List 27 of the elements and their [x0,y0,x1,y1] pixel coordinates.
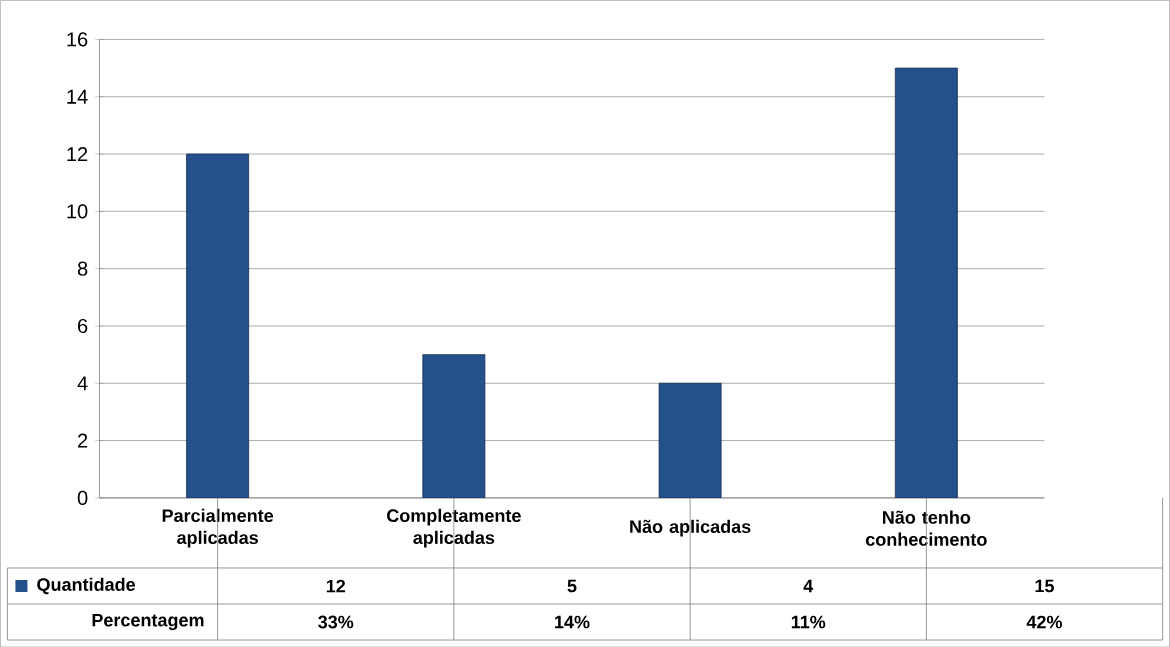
y-tick-label: 10 [67,204,88,219]
y-tick-label: 14 [67,89,88,104]
text: 12 [326,579,346,593]
text: 42% [1026,615,1063,629]
y-tick-label: 16 [67,32,88,47]
text: 11% [791,615,826,629]
x-tick-label: Não tenho conhecimento [865,510,987,546]
y-tick-label: 8 [77,261,88,276]
x-tick-label: Completamente aplicadas [387,508,521,548]
x-tick-label: Parcialmente aplicadas [162,508,274,548]
legend-label: Quantidade [37,577,136,595]
y-tick-label: 4 [77,376,88,390]
text: 14% [555,615,590,629]
bar [658,382,722,498]
y-tick-label: 12 [67,146,88,161]
bar [186,153,250,498]
bar [422,354,486,498]
text: Percentagem [92,613,204,630]
y-tick-label: 0 [77,490,88,505]
text: 4 [803,579,814,592]
text: 33% [318,615,354,629]
text: 15 [1035,579,1054,593]
y-tick-label: 6 [78,318,88,333]
text: 5 [567,579,577,593]
bar [894,67,958,498]
x-tick-label: Não aplicadas [630,519,751,537]
y-tick-label: 2 [78,433,88,448]
